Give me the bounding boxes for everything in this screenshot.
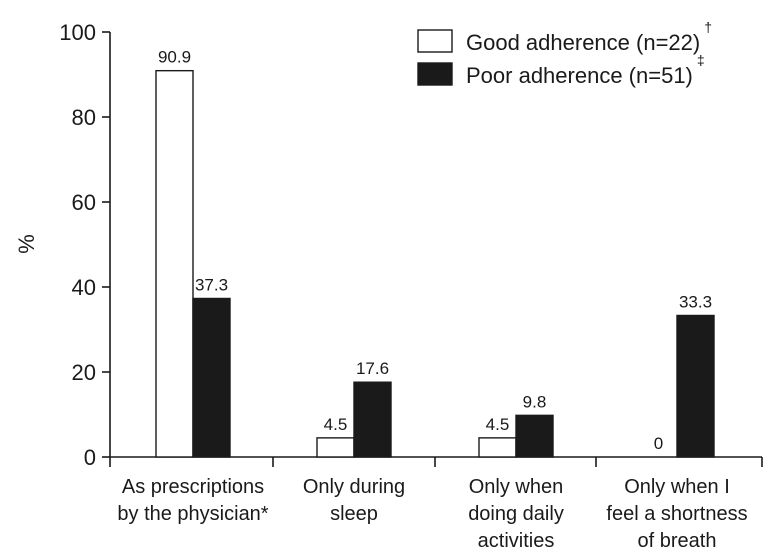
chart-bars: [155, 69, 715, 458]
legend-swatch: [417, 29, 453, 53]
x-category-label: Only during sleep: [303, 476, 405, 525]
legend-footnote-marker: ‡: [697, 52, 705, 68]
bar-poor-adherence: [515, 414, 554, 458]
bar-poor-adherence: [353, 381, 392, 458]
y-axis-title: %: [14, 234, 39, 254]
y-tick-label: 80: [72, 105, 96, 130]
data-label: 33.3: [679, 292, 712, 311]
bar-poor-adherence: [192, 297, 231, 458]
data-label: 4.5: [324, 415, 348, 434]
chart-category-labels: As prescriptions by the physician* Only du…: [117, 476, 747, 552]
x-category-label: As prescriptions by the physician*: [117, 476, 268, 525]
bar-poor-adherence: [676, 314, 715, 458]
bar-good-adherence: [316, 437, 355, 458]
chart-data-labels: 90.9 4.5 4.5 0 37.3 17.6 9.8 33.3: [158, 48, 712, 453]
data-label: 37.3: [195, 275, 228, 294]
y-tick-label: 20: [72, 360, 96, 385]
data-label: 9.8: [523, 392, 547, 411]
bar-good-adherence: [478, 437, 517, 458]
legend-label: Good adherence (n=22): [466, 30, 700, 55]
legend-label: Poor adherence (n=51): [466, 63, 693, 88]
chart-legend: Good adherence (n=22)† Poor adherence (n=…: [417, 19, 712, 88]
bar-good-adherence: [155, 69, 194, 458]
data-label: 90.9: [158, 48, 191, 67]
x-category-label: Only when doing daily activities: [468, 476, 564, 552]
y-tick-label: 60: [72, 190, 96, 215]
y-tick-label: 100: [59, 20, 96, 45]
y-tick-label: 40: [72, 275, 96, 300]
legend-footnote-marker: †: [704, 19, 712, 35]
data-label: 0: [654, 434, 663, 453]
data-label: 17.6: [356, 359, 389, 378]
data-label: 4.5: [486, 415, 510, 434]
legend-swatch: [417, 62, 453, 86]
y-tick-label: 0: [84, 445, 96, 470]
